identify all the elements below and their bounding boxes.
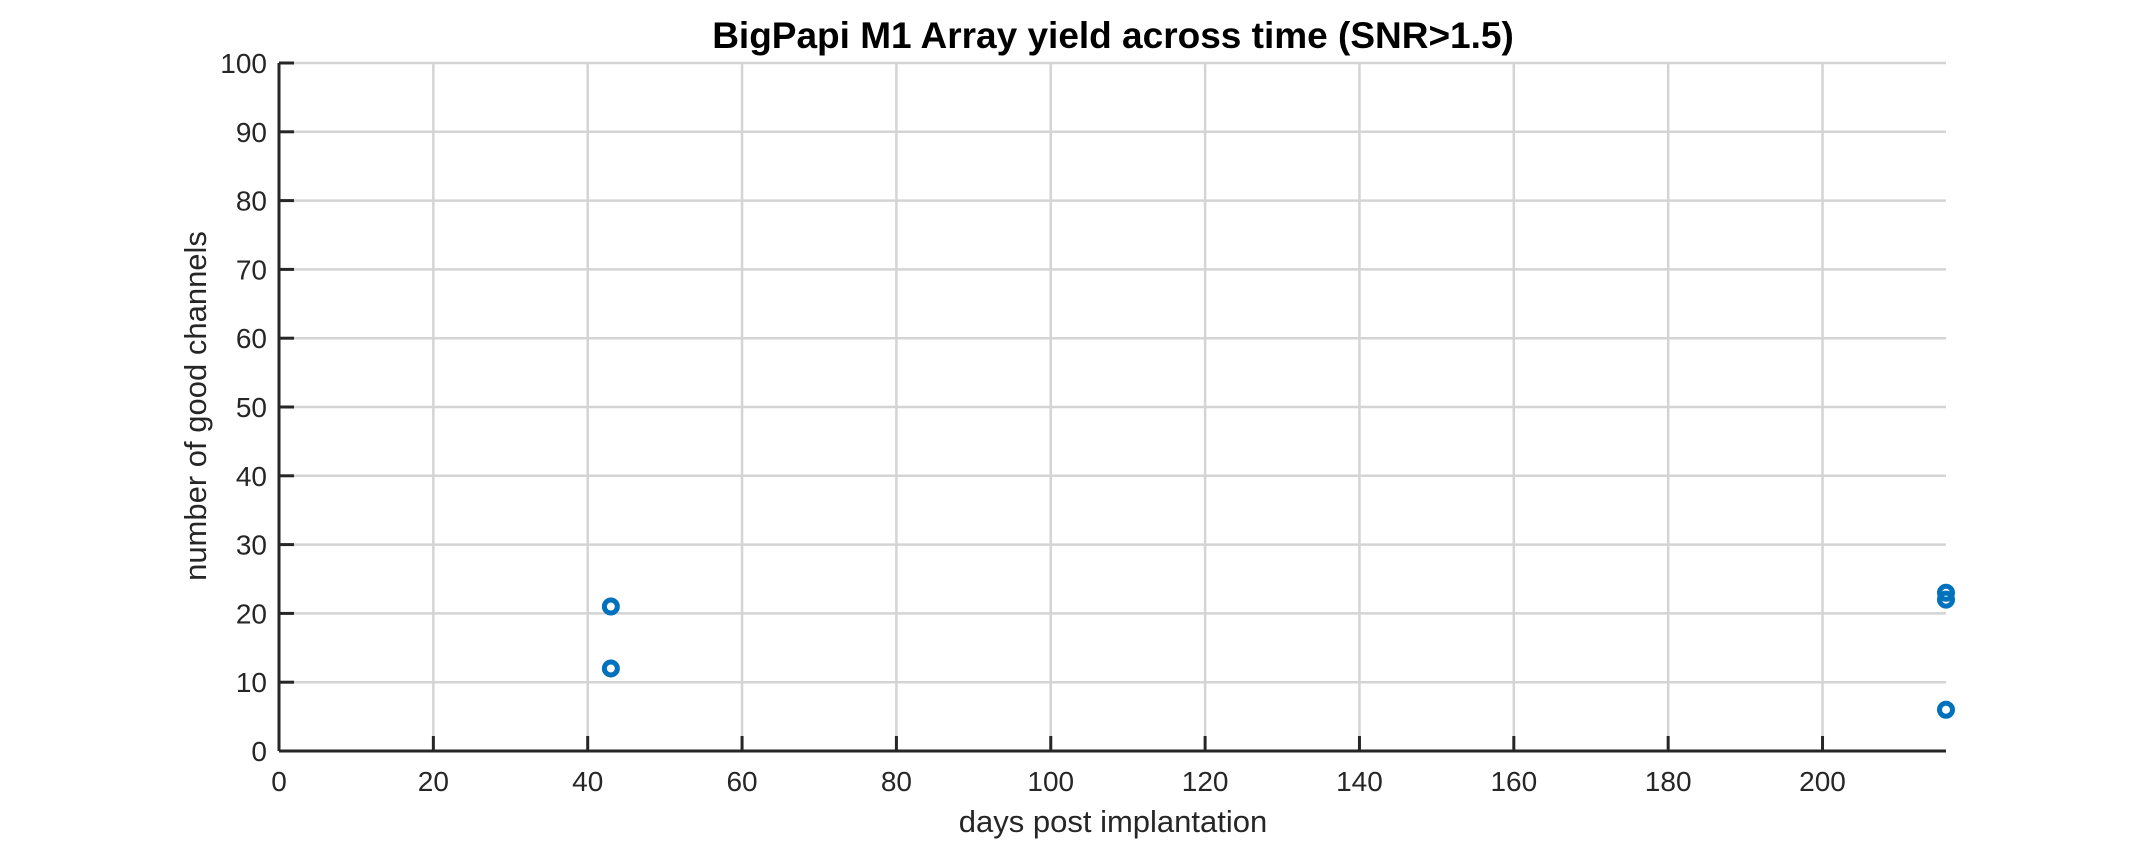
- y-tick-label: 60: [236, 323, 267, 354]
- data-points: [601, 583, 1955, 719]
- y-axis-label: number of good channels: [178, 231, 213, 581]
- x-tick-label: 180: [1645, 766, 1692, 797]
- grid: [279, 61, 1946, 751]
- x-tick-label: 0: [271, 766, 287, 797]
- x-tick-label: 60: [726, 766, 757, 797]
- y-tick-label: 20: [236, 598, 267, 629]
- y-tick-label: 70: [236, 254, 267, 285]
- y-tick-label: 80: [236, 186, 267, 217]
- x-tick-label: 160: [1490, 766, 1537, 797]
- y-tick-label: 50: [236, 392, 267, 423]
- x-tick-label: 200: [1799, 766, 1846, 797]
- y-tick-label: 0: [251, 736, 267, 767]
- y-tick-label: 90: [236, 117, 267, 148]
- chart-title: BigPapi M1 Array yield across time (SNR>…: [712, 15, 1514, 56]
- x-tick-label: 140: [1336, 766, 1383, 797]
- x-tick-label: 20: [418, 766, 449, 797]
- x-tick-label: 120: [1182, 766, 1229, 797]
- y-tick-label: 10: [236, 667, 267, 698]
- tick-labels: 0 20 40 60 80 100 120 140 160 180 200 0 10 20 30 40 50 60…: [220, 48, 1846, 797]
- axes: [277, 61, 1946, 753]
- data-point: [1937, 583, 1955, 602]
- x-axis-label: days post implantation: [959, 804, 1267, 839]
- data-point: [1937, 590, 1955, 609]
- x-tick-label: 100: [1027, 766, 1074, 797]
- data-point: [601, 659, 620, 678]
- y-tick-label: 40: [236, 461, 267, 492]
- y-tick-label: 30: [236, 530, 267, 561]
- data-point: [601, 597, 620, 616]
- y-tick-label: 100: [220, 48, 267, 79]
- x-tick-label: 40: [572, 766, 603, 797]
- data-point: [1937, 700, 1955, 719]
- x-tick-label: 80: [881, 766, 912, 797]
